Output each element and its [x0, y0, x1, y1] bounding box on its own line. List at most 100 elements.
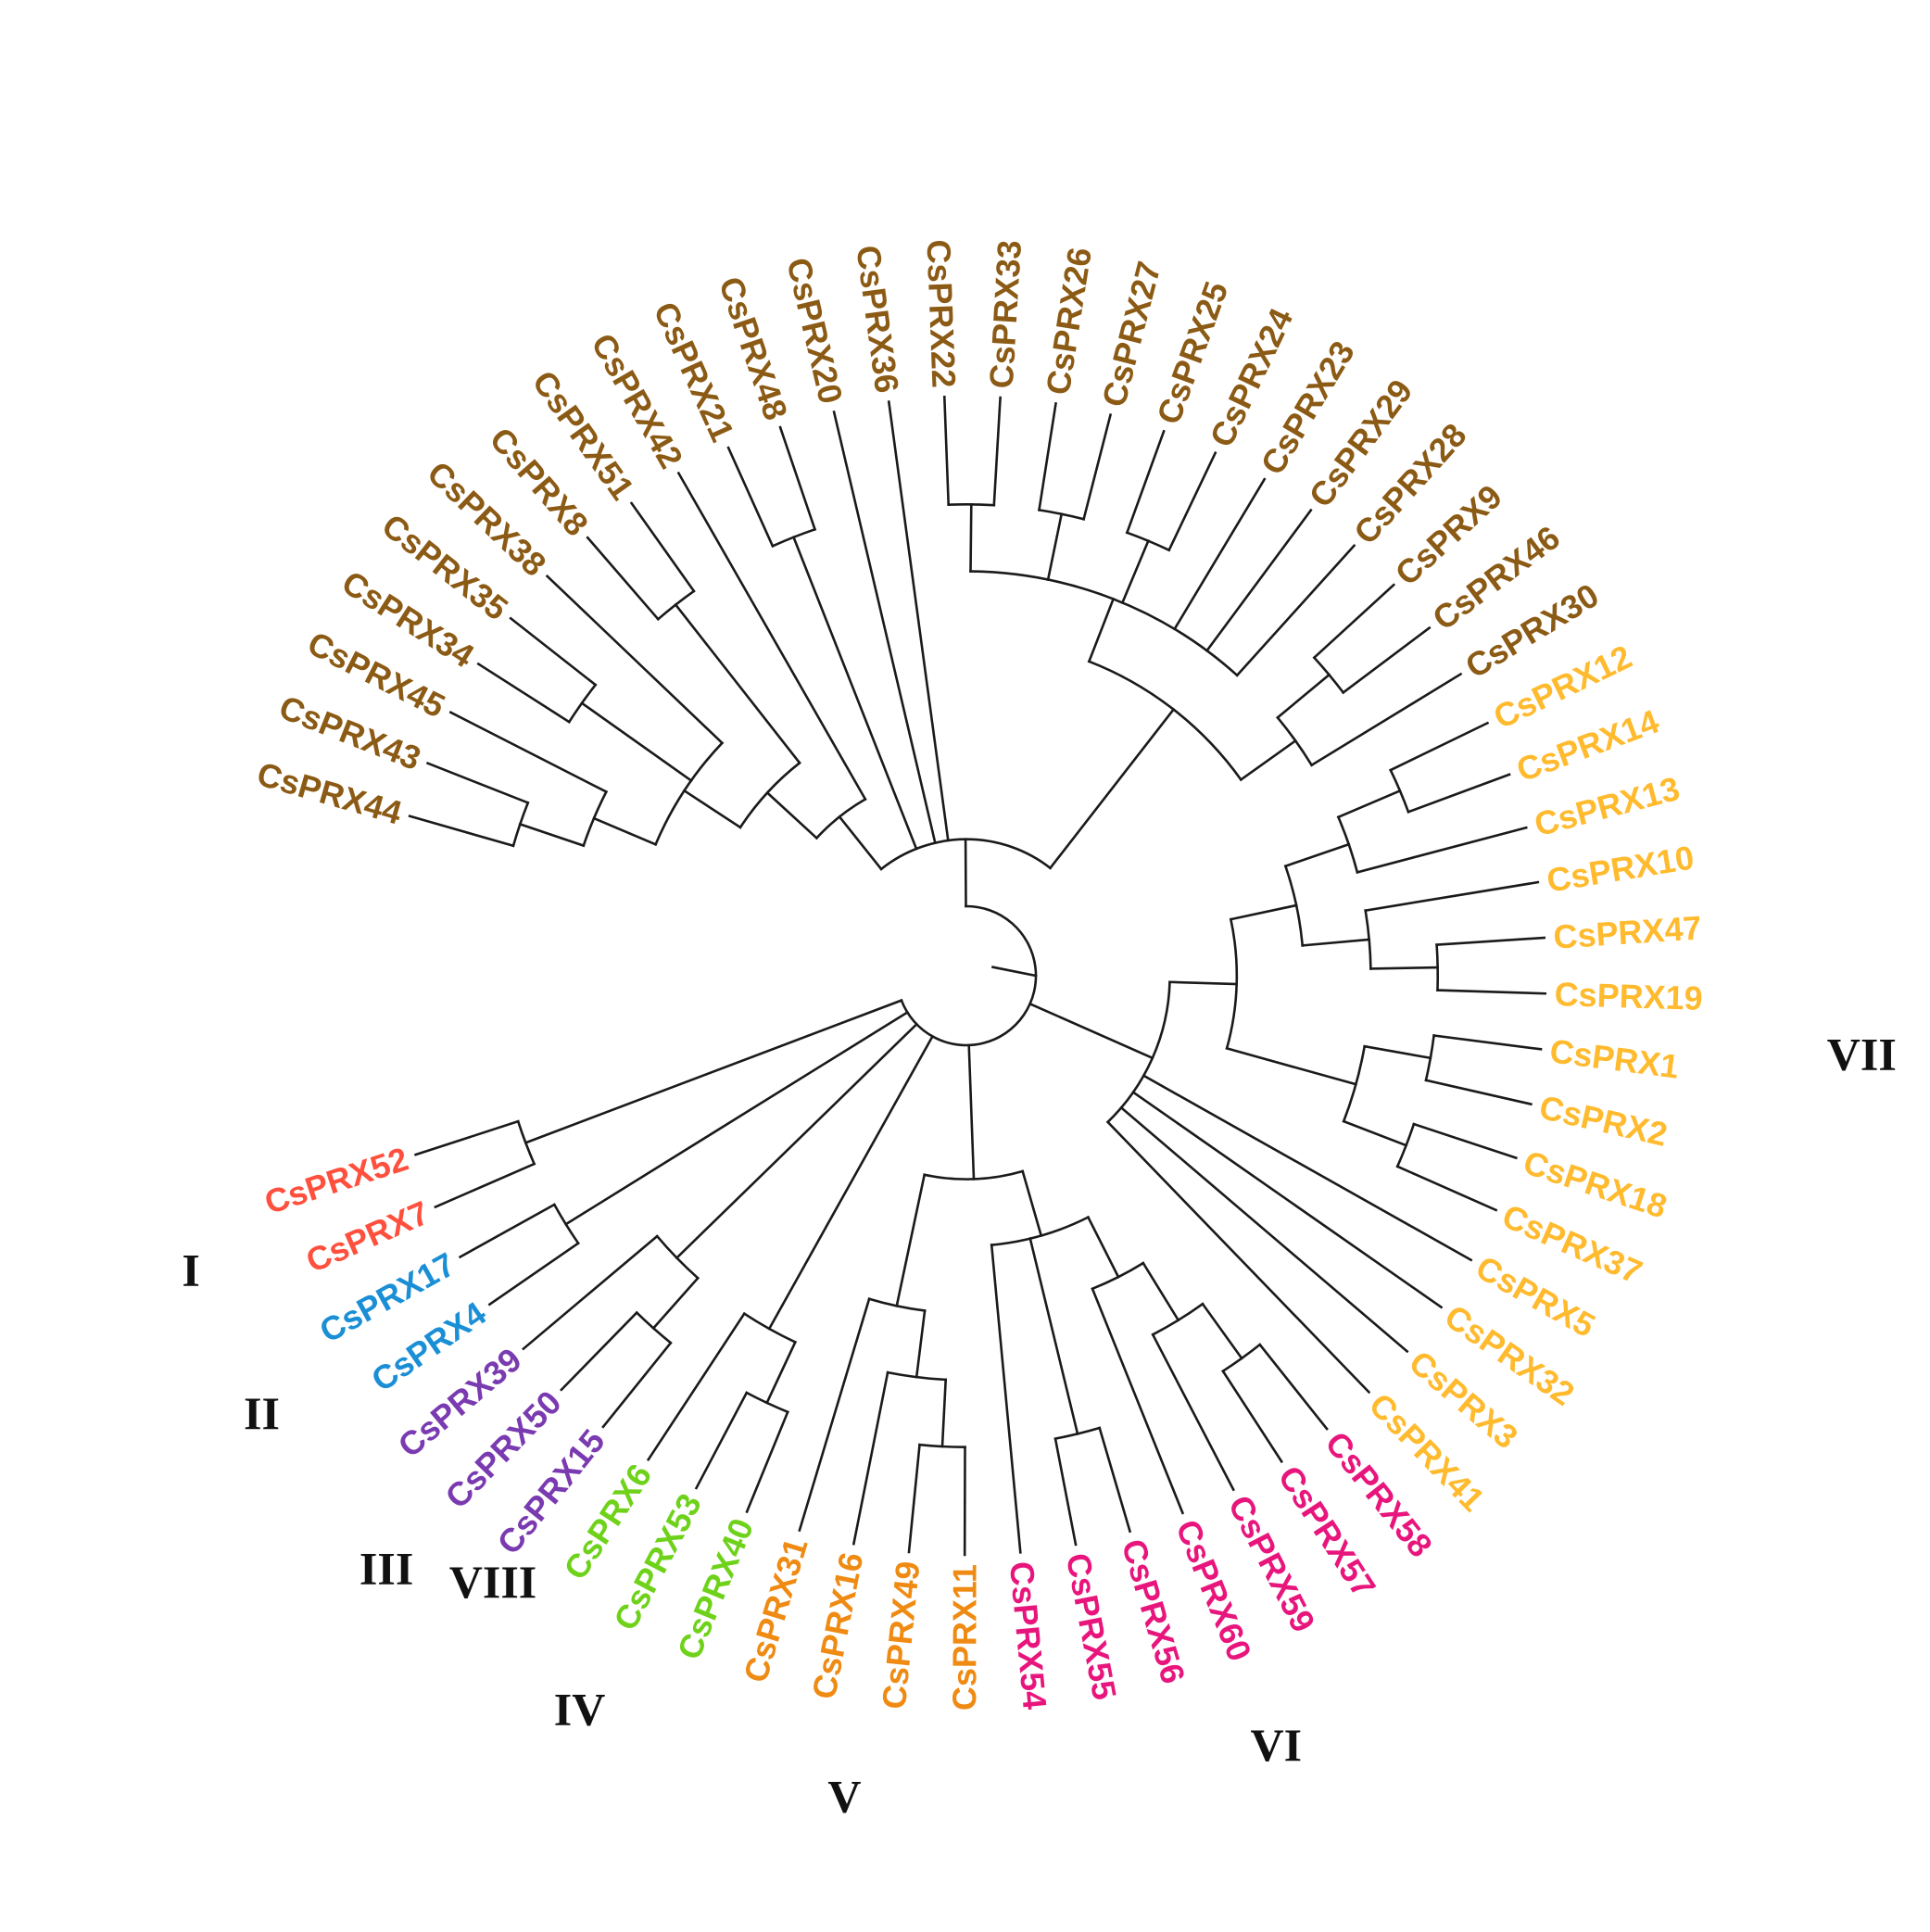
- tree-branches: [410, 397, 1545, 1555]
- branch-arc-10: [584, 792, 607, 846]
- branch-radial-48: [1175, 479, 1265, 629]
- branch-radial-120: [800, 1299, 869, 1531]
- branch-radial-84: [1343, 1121, 1406, 1145]
- branch-radial-82: [1434, 1036, 1541, 1050]
- branch-radial-109: [1055, 1439, 1076, 1545]
- branch-radial-126: [697, 1393, 747, 1488]
- branch-radial-89: [1133, 1092, 1442, 1307]
- branch-radial-96: [1088, 1218, 1118, 1278]
- branch-radial-32: [1051, 710, 1174, 868]
- branch-arc-101: [1223, 1345, 1260, 1371]
- leaf-label-csprx49: CsPRX49: [875, 1559, 927, 1711]
- branch-radial-86: [1414, 1124, 1516, 1158]
- branch-arc-12: [513, 802, 528, 846]
- branch-radial-50: [1237, 546, 1354, 676]
- branch-radial-138: [460, 1205, 555, 1257]
- branch-radial-13: [410, 816, 513, 846]
- leaf-label-csprx1: CsPRX1: [1547, 1031, 1681, 1085]
- branch-radial-102: [1260, 1345, 1327, 1429]
- branch-radial-60: [1170, 982, 1237, 984]
- branch-radial-111: [897, 1175, 925, 1307]
- branch-arc-140: [518, 1121, 534, 1164]
- branch-arc-54: [1314, 658, 1343, 693]
- branch-radial-121: [769, 1037, 932, 1330]
- branch-radial-58: [1030, 1004, 1153, 1058]
- leaf-label-csprx16: CsPRX16: [804, 1549, 870, 1702]
- branch-radial-46: [1127, 431, 1164, 532]
- branch-radial-78: [1227, 1048, 1356, 1084]
- branch-arc-75: [1437, 945, 1438, 991]
- branch-radial-34: [1089, 599, 1113, 661]
- branch-radial-19: [511, 618, 596, 685]
- branch-arc-85: [1397, 1124, 1414, 1167]
- leaf-label-csprx19: CsPRX19: [1554, 975, 1703, 1017]
- branch-radial-133: [561, 1313, 637, 1390]
- branch-arc-27: [773, 529, 815, 546]
- leaf-label-csprx26: CsPRX26: [1039, 245, 1099, 398]
- branch-radial-76: [1437, 938, 1545, 945]
- branch-radial-20: [548, 576, 723, 743]
- leaf-label-csprx20: CsPRX20: [779, 254, 851, 407]
- branch-radial-100: [1203, 1304, 1242, 1358]
- branch-radial-64: [1285, 844, 1348, 866]
- branch-radial-110: [991, 1245, 1020, 1553]
- leaf-label-csprx22: CsPRX22: [919, 239, 963, 389]
- branch-radial-119: [853, 1372, 888, 1544]
- branch-radial-92: [969, 1045, 974, 1179]
- branch-radial-42: [1040, 404, 1056, 511]
- branch-radial-25: [678, 474, 865, 800]
- branch-radial-134: [523, 1236, 657, 1349]
- branch-radial-125: [747, 1412, 788, 1512]
- branch-radial-118: [909, 1445, 920, 1552]
- branch-radial-74: [1370, 967, 1437, 968]
- branch-radial-106: [1030, 1239, 1078, 1434]
- clade-label-vi: VI: [1251, 1719, 1303, 1771]
- branch-radial-36: [971, 504, 972, 571]
- branch-radial-21: [675, 605, 800, 764]
- branch-radial-113: [916, 1310, 925, 1377]
- branch-radial-23: [587, 537, 658, 619]
- branch-radial-47: [1169, 453, 1216, 550]
- branch-radial-71: [1303, 940, 1369, 946]
- branch-radial-80: [1365, 1046, 1431, 1058]
- branch-arc-0: [902, 906, 1036, 1045]
- leaf-label-csprx27: CsPRX27: [1094, 258, 1168, 410]
- branch-radial-14: [428, 764, 528, 803]
- branch-radial-15: [450, 713, 606, 792]
- leaf-label-csprx36: CsPRX36: [849, 243, 906, 395]
- leaf-label-csprx11: CsPRX11: [945, 1564, 983, 1711]
- branch-radial-68: [1391, 723, 1488, 770]
- clade-label-iv: IV: [554, 1684, 606, 1736]
- branch-radial-5: [767, 793, 816, 839]
- leaf-labels: CsPRX44CsPRX43CsPRX45CsPRX34CsPRX35CsPRX…: [253, 239, 1703, 1711]
- branch-radial-130: [653, 1278, 698, 1328]
- clade-label-vii: VII: [1827, 1029, 1897, 1080]
- branch-arc-124: [747, 1393, 788, 1412]
- branch-radial-62: [1230, 905, 1296, 919]
- branch-radial-29: [780, 427, 814, 529]
- branch-radial-3: [839, 816, 881, 869]
- clade-label-iii: III: [360, 1543, 413, 1595]
- branch-radial-105: [1092, 1289, 1182, 1513]
- leaf-label-csprx55: CsPRX55: [1059, 1550, 1124, 1703]
- branch-radial-56: [1343, 628, 1430, 693]
- branch-radial-49: [1207, 511, 1311, 651]
- branch-radial-39: [994, 398, 1001, 505]
- branch-radial-16: [582, 703, 691, 781]
- branch-arc-67: [1391, 770, 1408, 812]
- branch-radial-141: [435, 1164, 535, 1206]
- clade-label-ii: II: [244, 1387, 280, 1439]
- branch-radial-55: [1314, 585, 1394, 658]
- branch-arc-52: [1278, 717, 1312, 764]
- branch-arc-17: [569, 685, 595, 722]
- branch-radial-7: [685, 790, 741, 827]
- branch-arc-99: [1153, 1304, 1203, 1334]
- branch-radial-43: [1084, 415, 1111, 520]
- branch-arc-122: [744, 1314, 795, 1343]
- leaf-label-csprx54: CsPRX54: [1003, 1559, 1054, 1711]
- leaf-label-csprx13: CsPRX13: [1531, 769, 1684, 844]
- branch-radial-137: [489, 1244, 578, 1305]
- branch-radial-18: [478, 664, 569, 723]
- branch-radial-94: [1023, 1171, 1041, 1236]
